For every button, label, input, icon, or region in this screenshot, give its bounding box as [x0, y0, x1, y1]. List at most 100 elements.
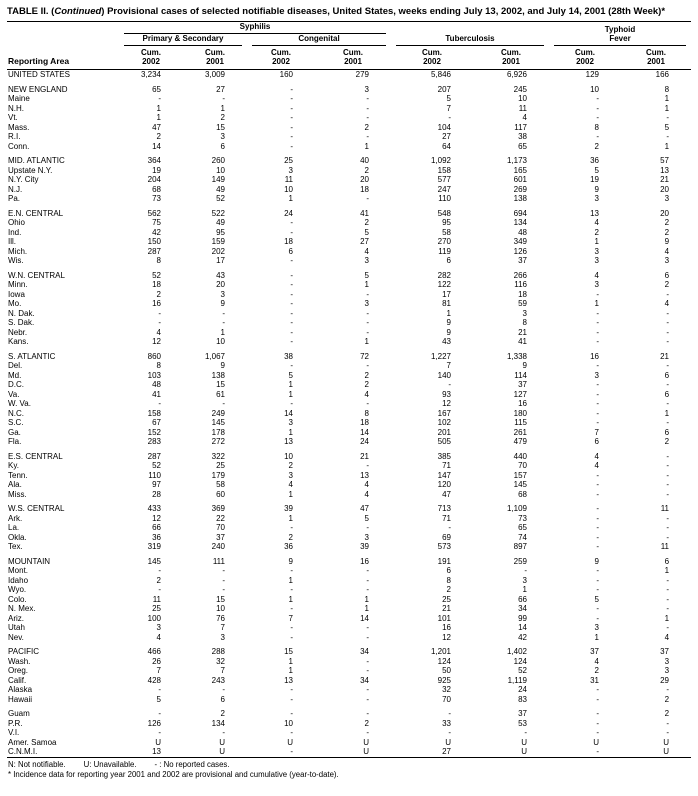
- value-cell: 145: [147, 556, 161, 566]
- value-cell: 2: [364, 165, 369, 175]
- value-cell: 37: [660, 647, 670, 656]
- reporting-area-cell: Amer. Samoa: [8, 737, 57, 747]
- value-cell: 47: [442, 489, 451, 499]
- value-cell: 70: [216, 523, 225, 532]
- value-cell: 1,173: [506, 156, 527, 165]
- value-cell: 1: [664, 613, 670, 623]
- value-cell: 4: [664, 299, 670, 308]
- value-cell: -: [666, 461, 670, 470]
- table-row: Amer. Samoa U U U U U U U U: [7, 738, 691, 748]
- value-cell: 95: [442, 218, 451, 227]
- value-cell: 65: [518, 141, 527, 151]
- value-cell: -: [596, 532, 599, 542]
- col-header-tb-2001: Cum. 2001: [473, 46, 549, 70]
- value-cell: 10: [216, 337, 225, 346]
- value-cell: 1: [288, 489, 293, 499]
- value-cell: 25: [284, 156, 293, 165]
- value-cell: 111: [212, 556, 225, 566]
- value-cell: 149: [211, 175, 225, 184]
- footnote-incidence: * Incidence data for reporting year 2001…: [8, 769, 339, 779]
- value-cell: 261: [513, 427, 527, 437]
- value-cell: 4: [594, 461, 599, 470]
- value-cell: 15: [216, 380, 225, 389]
- value-cell: 180: [513, 408, 527, 418]
- value-cell: 159: [211, 237, 225, 246]
- col-header-congenital-2001: Cum. 2001: [315, 46, 391, 70]
- value-cell: -: [290, 523, 293, 532]
- reporting-area-cell: Mont.: [8, 566, 29, 575]
- value-cell: -: [596, 399, 599, 408]
- table-row: N.Y. City 204 149 11 20 577 601 19 21: [7, 175, 691, 185]
- value-cell: -: [596, 718, 599, 728]
- value-cell: 103: [147, 370, 161, 380]
- value-cell: 3: [288, 165, 293, 175]
- value-cell: -: [366, 623, 369, 632]
- reporting-area-cell: Alaska: [8, 685, 33, 694]
- value-cell: -: [222, 575, 225, 585]
- value-cell: 52: [216, 194, 225, 203]
- value-cell: 26: [152, 656, 161, 666]
- value-cell: -: [666, 489, 670, 499]
- value-cell: 14: [284, 408, 293, 418]
- value-cell: 52: [152, 270, 161, 280]
- table-row: Wis. 8 17 - 3 6 37 3 3: [7, 256, 691, 266]
- reporting-area-cell: N.J.: [8, 184, 23, 194]
- value-cell: 41: [518, 337, 527, 346]
- value-cell: -: [158, 585, 161, 594]
- table-row: V.I. - - - - - - - -: [7, 728, 691, 738]
- value-cell: -: [366, 461, 369, 470]
- table-row: Del. 8 9 - - 7 9 - -: [7, 361, 691, 371]
- value-cell: 37: [518, 256, 527, 265]
- value-cell: 1: [288, 666, 293, 675]
- value-cell: 3,009: [204, 70, 225, 79]
- value-cell: 4: [156, 632, 161, 642]
- reporting-area-cell: N. Mex.: [8, 604, 36, 613]
- reporting-area-cell: UNITED STATES: [8, 70, 70, 79]
- value-cell: -: [448, 113, 451, 122]
- value-cell: 18: [518, 289, 527, 299]
- value-cell: 3: [220, 632, 225, 642]
- value-cell: 207: [437, 84, 451, 94]
- value-cell: -: [222, 308, 225, 318]
- value-cell: 13: [284, 437, 293, 446]
- value-cell: 2: [364, 370, 369, 380]
- value-cell: 40: [360, 156, 369, 165]
- value-cell: -: [666, 327, 670, 337]
- table-row: Va. 41 61 1 4 93 127 - 6: [7, 390, 691, 400]
- value-cell: 3: [664, 256, 670, 265]
- value-cell: 2: [664, 218, 670, 227]
- table-row: Tenn. 110 179 3 13 147 157 - -: [7, 471, 691, 481]
- footnote-symbols: N: Not notifiable. U: Unavailable. - : No …: [8, 760, 691, 770]
- value-cell: 16: [518, 399, 527, 408]
- value-cell: 36: [284, 542, 293, 551]
- value-cell: 18: [360, 418, 369, 427]
- value-cell: 10: [590, 84, 599, 94]
- reporting-area-cell: Nebr.: [8, 327, 28, 337]
- value-cell: 1: [364, 604, 369, 613]
- value-cell: -: [290, 141, 293, 151]
- value-cell: 1: [288, 427, 293, 437]
- value-cell: 1: [664, 141, 670, 151]
- reporting-area-cell: Nev.: [8, 632, 24, 642]
- value-cell: -: [596, 418, 599, 427]
- value-cell: 2: [364, 380, 369, 389]
- table-row: Ark. 12 22 1 5 71 73 - -: [7, 514, 691, 524]
- reporting-area-cell: Ill.: [8, 237, 16, 246]
- value-cell: 15: [284, 647, 293, 656]
- value-cell: 4: [364, 246, 369, 256]
- table-row: Okla. 36 37 2 3 69 74 - -: [7, 533, 691, 543]
- reporting-area-cell: Mo.: [8, 299, 22, 308]
- reporting-area-cell: Wis.: [8, 256, 24, 265]
- value-cell: -: [366, 728, 369, 737]
- reporting-area-cell: Pa.: [8, 194, 21, 203]
- value-cell: 25: [442, 594, 451, 604]
- table-row: Maine - - - - 5 10 - 1: [7, 94, 691, 104]
- value-cell: -: [158, 728, 161, 737]
- value-cell: 3: [156, 623, 161, 632]
- value-cell: -: [222, 685, 225, 694]
- value-cell: 4: [594, 218, 599, 227]
- value-cell: 21: [518, 327, 527, 337]
- value-cell: 13: [152, 747, 161, 756]
- value-cell: 16: [442, 623, 451, 632]
- value-cell: 10: [216, 604, 225, 613]
